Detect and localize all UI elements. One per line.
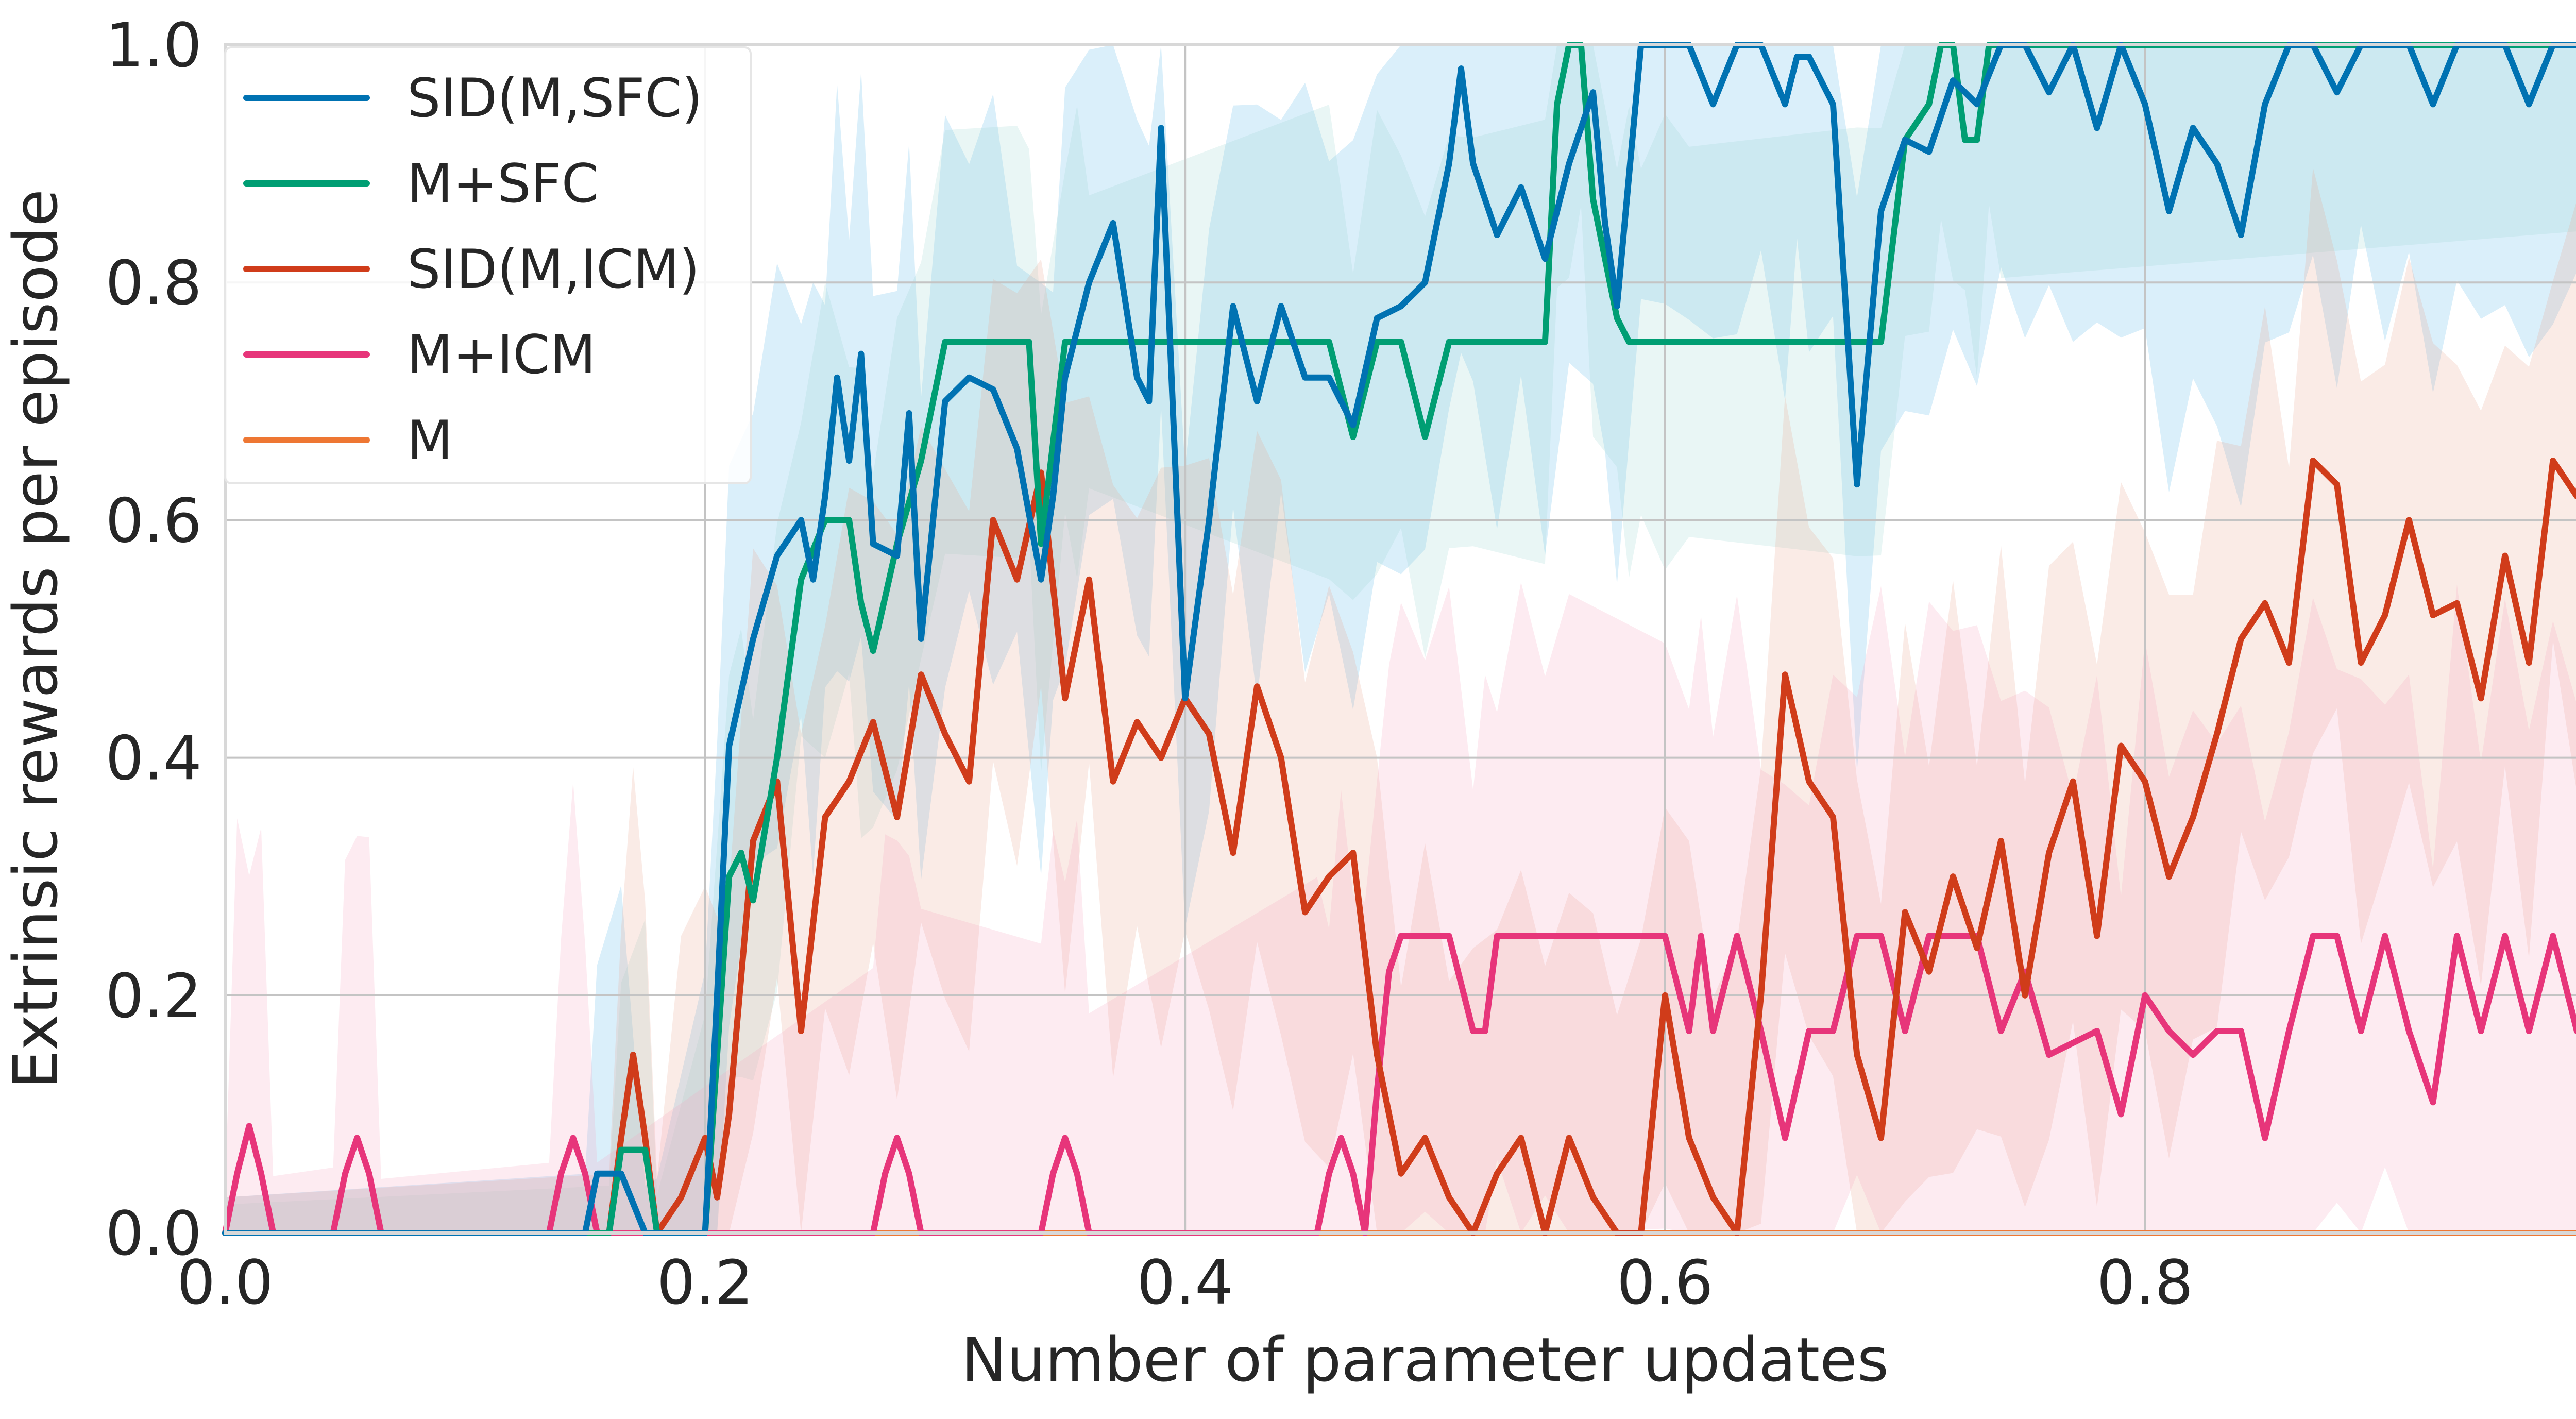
series-line-sid-m-sfc- bbox=[222, 42, 2576, 1236]
legend: SID(M,SFC) M+SFC SID(M,ICM) M+ICM M bbox=[224, 46, 752, 484]
x-tick-label: 0.2 bbox=[657, 1247, 754, 1318]
y-tick-label: 0.6 bbox=[105, 485, 202, 556]
y-tick-label: 0.0 bbox=[105, 1198, 202, 1269]
x-tick-label: 0.8 bbox=[2097, 1247, 2194, 1318]
x-tick-labels: 0.00.20.40.60.81.0 bbox=[177, 1247, 2194, 1318]
x-tick-label: 0.0 bbox=[177, 1247, 274, 1318]
legend-label: M+SFC bbox=[407, 153, 599, 215]
legend-label: SID(M,SFC) bbox=[407, 67, 703, 129]
series-line-m-sfc bbox=[222, 42, 2576, 1236]
legend-label: SID(M,ICM) bbox=[407, 239, 700, 300]
band-sid-m-sfc- bbox=[225, 45, 2576, 1233]
y-tick-label: 1.0 bbox=[105, 10, 202, 81]
x-tick-label: 0.4 bbox=[1137, 1247, 1233, 1318]
series-line-m-icm bbox=[222, 933, 2576, 1236]
plot-frame bbox=[224, 43, 2576, 1235]
y-tick-label: 0.2 bbox=[105, 960, 202, 1032]
y-tick-labels: 0.0 0.2 0.4 0.6 0.8 1.0 bbox=[105, 10, 202, 1269]
band-sid-m-icm- bbox=[225, 167, 2576, 1233]
series-line-sid-m-icm- bbox=[222, 458, 2576, 1236]
band-m-icm bbox=[225, 582, 2576, 1233]
x-axis-label: Number of parameter updates bbox=[961, 1324, 1889, 1395]
legend-box bbox=[224, 46, 752, 484]
legend-label: M bbox=[407, 410, 453, 471]
x-tick-label: 0.6 bbox=[1617, 1247, 1714, 1318]
y-tick-label: 0.8 bbox=[105, 247, 202, 318]
legend-label: M+ICM bbox=[407, 324, 596, 386]
y-axis-label: Extrinsic rewards per episode bbox=[0, 189, 71, 1089]
y-tick-label: 0.4 bbox=[105, 723, 202, 794]
